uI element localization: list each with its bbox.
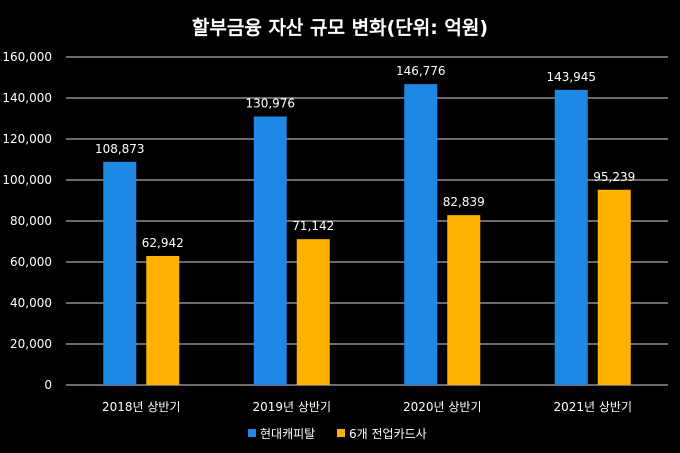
data-label: 108,873 bbox=[95, 142, 145, 156]
y-axis-ticks: 0 20,000 40,000 60,000 80,000 100,000 120,000 1… bbox=[2, 50, 52, 392]
bar bbox=[554, 89, 588, 385]
legend-label: 6개 전업카드사 bbox=[349, 427, 427, 441]
bar bbox=[296, 239, 330, 385]
data-label: 82,839 bbox=[443, 195, 485, 209]
y-tick-label: 140,000 bbox=[2, 91, 52, 105]
data-label: 71,142 bbox=[292, 219, 334, 233]
y-tick-label: 80,000 bbox=[10, 214, 52, 228]
bar bbox=[404, 84, 438, 386]
legend-label: 현대캐피탈 bbox=[260, 427, 315, 441]
y-tick-label: 100,000 bbox=[2, 173, 52, 187]
y-tick-label: 40,000 bbox=[10, 296, 52, 310]
bars bbox=[103, 84, 631, 386]
x-category-label: 2019년 상반기 bbox=[252, 400, 331, 414]
data-label: 146,776 bbox=[396, 64, 446, 78]
bar bbox=[146, 255, 180, 385]
y-tick-label: 20,000 bbox=[10, 337, 52, 351]
legend: 현대캐피탈 6개 전업카드사 bbox=[248, 427, 427, 441]
y-tick-label: 120,000 bbox=[2, 132, 52, 146]
y-tick-label: 0 bbox=[44, 378, 52, 392]
data-label: 143,945 bbox=[546, 70, 596, 84]
data-labels: 108,873 62,942 130,976 71,142 146,776 82,839 1… bbox=[95, 64, 635, 250]
x-category-label: 2020년 상반기 bbox=[403, 400, 482, 414]
y-tick-label: 60,000 bbox=[10, 255, 52, 269]
bar bbox=[103, 161, 137, 385]
legend-swatch bbox=[337, 429, 345, 437]
data-label: 130,976 bbox=[245, 96, 295, 110]
y-tick-label: 160,000 bbox=[2, 50, 52, 64]
data-label: 62,942 bbox=[142, 236, 184, 250]
x-category-label: 2021년 상반기 bbox=[553, 400, 632, 414]
legend-swatch bbox=[248, 429, 256, 437]
data-label: 95,239 bbox=[593, 170, 635, 184]
x-category-label: 2018년 상반기 bbox=[102, 400, 181, 414]
bar bbox=[597, 189, 631, 385]
bar bbox=[253, 116, 287, 385]
x-axis-categories: 2018년 상반기 2019년 상반기 2020년 상반기 2021년 상반기 bbox=[102, 400, 632, 414]
bar bbox=[447, 215, 481, 385]
chart-title: 할부금융 자산 규모 변화(단위: 억원) bbox=[192, 16, 488, 39]
